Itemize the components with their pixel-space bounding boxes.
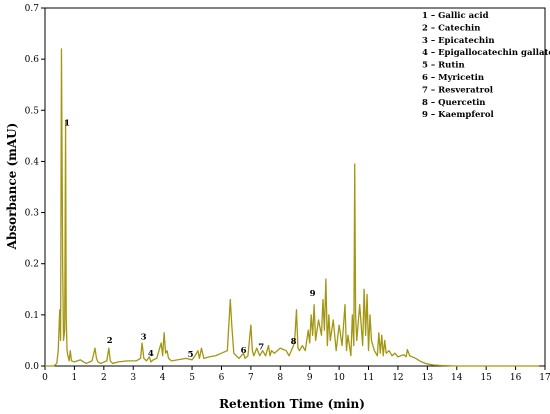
axes bbox=[44, 7, 546, 367]
legend-entry: 6 – Myricetin bbox=[422, 73, 484, 83]
x-tick-label: 1 bbox=[72, 373, 78, 383]
x-tick-label: 11 bbox=[363, 373, 374, 383]
chromatogram-line bbox=[45, 48, 540, 367]
peak-label: 8 bbox=[291, 337, 297, 347]
x-tick-label: 2 bbox=[101, 373, 107, 383]
series-layer bbox=[45, 48, 540, 367]
y-tick-label: 0.1 bbox=[25, 311, 39, 321]
peak-label: 4 bbox=[148, 349, 154, 359]
peak-labels: 1 2 34 5 6 7 8 9 bbox=[64, 119, 316, 360]
y-tick-label: 0.6 bbox=[25, 55, 40, 65]
y-tick-label: 0.3 bbox=[25, 209, 40, 219]
x-tick-label: 8 bbox=[277, 373, 283, 383]
x-tick-label: 16 bbox=[510, 373, 522, 383]
legend-entry: 1 – Gallic acid bbox=[422, 11, 489, 21]
x-axis-title: Retention Time (min) bbox=[219, 397, 365, 411]
legend: 1 – Gallic acid 2 – Catechin 3 – Epicatech… bbox=[422, 11, 550, 120]
peak-label: 9 bbox=[310, 289, 316, 299]
y-tick-label: 0.4 bbox=[25, 157, 40, 167]
x-tick-label: 13 bbox=[422, 373, 434, 383]
x-tick-label: 12 bbox=[392, 373, 403, 383]
y-tick-label: 0.5 bbox=[25, 106, 40, 116]
x-tick-label: 10 bbox=[333, 373, 345, 383]
axis-ticks: 0 1 2 3 4 5 6 7 8 9 10 11 12 13 14 15 16 170.00.10.20.30.… bbox=[25, 4, 550, 383]
legend-entry: 4 – Epigallocatechin gallate bbox=[422, 48, 550, 58]
legend-entry: 5 – Rutin bbox=[422, 61, 465, 71]
peak-label: 2 bbox=[107, 336, 113, 346]
plot-frame bbox=[44, 7, 546, 367]
y-tick-label: 0.7 bbox=[25, 4, 40, 14]
legend-entry: 8 – Quercetin bbox=[422, 98, 485, 108]
x-tick-label: 9 bbox=[307, 373, 313, 383]
y-tick-label: 0.2 bbox=[25, 260, 39, 270]
x-tick-label: 4 bbox=[160, 373, 166, 383]
peak-label: 1 bbox=[64, 119, 70, 129]
x-tick-label: 5 bbox=[189, 373, 195, 383]
legend-entry: 3 – Epicatechin bbox=[422, 36, 495, 46]
x-tick-label: 15 bbox=[480, 373, 492, 383]
x-tick-label: 7 bbox=[248, 373, 254, 383]
legend-entry: 9 – Kaempferol bbox=[422, 110, 495, 120]
x-tick-label: 17 bbox=[539, 373, 550, 383]
legend-entry: 7 – Resveratrol bbox=[422, 85, 494, 95]
y-tick-label: 0.0 bbox=[25, 362, 40, 372]
peak-label: 6 bbox=[241, 346, 247, 356]
peak-label: 7 bbox=[258, 343, 264, 353]
peak-label: 5 bbox=[188, 350, 194, 360]
y-axis-title: Absorbance (mAU) bbox=[5, 123, 19, 251]
legend-entry: 2 – Catechin bbox=[422, 23, 480, 33]
x-tick-label: 0 bbox=[42, 373, 48, 383]
x-tick-label: 14 bbox=[451, 373, 463, 383]
x-tick-label: 6 bbox=[219, 373, 225, 383]
x-tick-label: 3 bbox=[130, 373, 136, 383]
peak-label: 3 bbox=[141, 332, 147, 342]
